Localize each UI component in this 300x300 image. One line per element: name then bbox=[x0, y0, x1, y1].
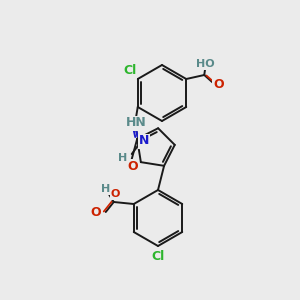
Text: H: H bbox=[101, 184, 110, 194]
Text: N: N bbox=[139, 134, 149, 148]
Text: H: H bbox=[118, 153, 128, 163]
Text: O: O bbox=[111, 189, 120, 199]
Text: HN: HN bbox=[125, 116, 146, 130]
Text: Cl: Cl bbox=[123, 64, 136, 77]
Text: HO: HO bbox=[196, 59, 214, 69]
Text: O: O bbox=[213, 77, 224, 91]
Text: O: O bbox=[90, 206, 101, 220]
Text: Cl: Cl bbox=[152, 250, 165, 262]
Text: O: O bbox=[128, 160, 138, 172]
